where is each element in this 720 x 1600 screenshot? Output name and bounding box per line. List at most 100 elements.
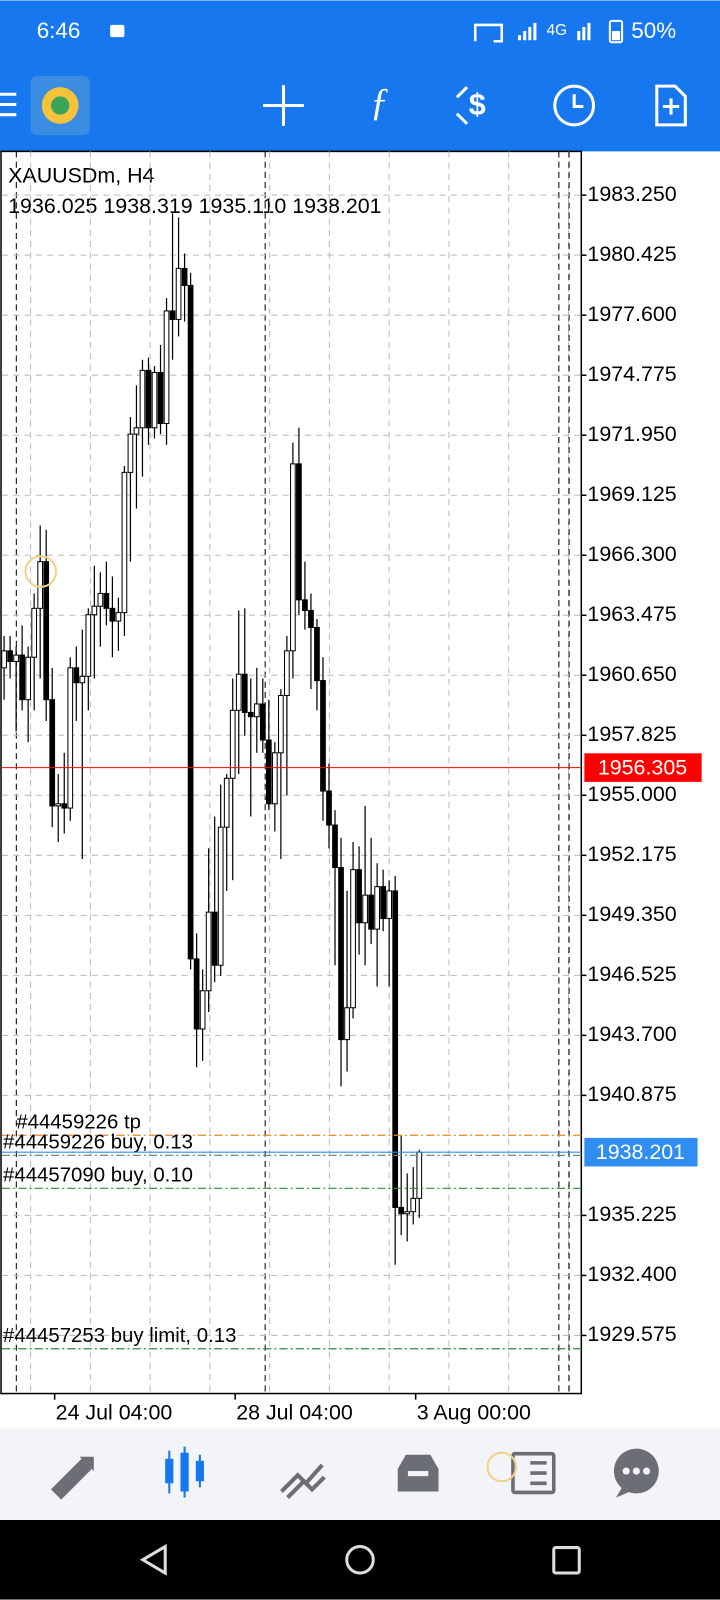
candle-body: [181, 267, 188, 286]
candle-body: [362, 894, 368, 924]
y-tick-label: 1957.825: [587, 722, 676, 746]
candle-body: [127, 433, 134, 473]
template-button[interactable]: [655, 84, 687, 127]
order-label: #44459226 tp: [16, 1111, 141, 1133]
candle-body: [121, 471, 128, 614]
battery-icon: [608, 19, 624, 44]
bid-label: 1956.305: [598, 755, 687, 779]
tab-news[interactable]: [511, 1451, 556, 1495]
tab-chart[interactable]: [165, 1446, 204, 1498]
candle-body: [410, 1197, 417, 1213]
y-tick-label: 1969.125: [587, 482, 676, 506]
plot-frame: [0, 150, 583, 1395]
candle-body: [19, 654, 25, 701]
y-tick-label: 1983.250: [587, 182, 676, 206]
last-price-box: [584, 1137, 698, 1167]
tab-chat[interactable]: [613, 1448, 659, 1498]
candle-body: [344, 1007, 350, 1041]
x-tick-label: 28 Jul 04:00: [236, 1401, 353, 1425]
y-tick-label: 1932.400: [587, 1262, 676, 1286]
candle-body: [253, 703, 260, 718]
cast-icon: [473, 23, 504, 43]
candle-body: [1, 650, 7, 669]
app-bar: [0, 0, 720, 152]
candle-body: [271, 752, 278, 805]
candle-body: [133, 427, 140, 435]
candle-body: [109, 607, 116, 622]
candle-body: [259, 703, 266, 741]
logo-mark-inner: [50, 96, 70, 115]
candle-body: [314, 626, 320, 682]
candle-body: [145, 369, 152, 429]
candle-body: [223, 777, 230, 828]
candle-body: [398, 1206, 405, 1215]
y-tick-label: 1955.000: [587, 782, 676, 806]
order-label: #44457090 buy, 0.10: [3, 1164, 193, 1186]
touch-indicator: [24, 555, 58, 588]
y-tick-label: 1929.575: [587, 1322, 676, 1346]
y-tick-label: 1952.175: [587, 842, 676, 866]
nav-back[interactable]: [139, 1543, 167, 1576]
candle-body: [85, 614, 92, 677]
y-tick-label: 1946.525: [587, 962, 676, 986]
candle-body: [338, 867, 344, 1041]
candle-body: [61, 803, 68, 809]
y-tick-label: 1940.875: [587, 1082, 676, 1106]
candle-body: [332, 824, 338, 869]
crosshair-button[interactable]: [263, 85, 304, 126]
candle-body: [229, 709, 236, 779]
candle-body: [380, 886, 387, 920]
last-price-label: 1938.201: [596, 1140, 685, 1164]
candle-body: [169, 310, 176, 320]
candle-body: [199, 990, 206, 1030]
candle-body: [73, 667, 80, 684]
candle-body: [302, 599, 308, 611]
candle-body: [217, 826, 224, 966]
candle-body: [79, 675, 86, 684]
signal-icon-2: [577, 22, 591, 41]
indicators-button[interactable]: ƒ: [370, 80, 389, 123]
tab-history-slot: [407, 1471, 429, 1477]
signal-icon: [518, 22, 537, 41]
trade-button[interactable]: $: [455, 86, 486, 125]
candle-body: [290, 463, 296, 652]
y-tick-label: 1966.300: [587, 542, 676, 566]
chart: XAUUSDm, H4 1936.025 1938.319 1935.110 1…: [0, 150, 702, 1425]
candle-body: [205, 911, 212, 992]
candle-body: [163, 310, 170, 425]
nav-recent[interactable]: [552, 1546, 581, 1575]
candle-body: [320, 680, 326, 792]
period-button[interactable]: [553, 84, 596, 127]
y-tick-label: 1963.475: [587, 602, 676, 626]
bid-label-box: [584, 753, 702, 782]
menu-button[interactable]: [0, 92, 17, 117]
candle-body: [235, 673, 242, 711]
candle-body: [25, 656, 32, 701]
candle-body: [308, 609, 314, 628]
candle-body: [49, 699, 56, 807]
candle-body: [350, 869, 356, 1009]
candle-body: [139, 369, 146, 429]
candle-body: [386, 890, 393, 920]
candle-body: [374, 886, 380, 930]
y-tick-label: 1977.600: [587, 302, 676, 326]
touch-indicator: [486, 1451, 518, 1483]
candle-body: [404, 1211, 411, 1215]
status-time: 6:46: [37, 18, 81, 43]
tab-trade[interactable]: [280, 1463, 326, 1500]
y-tick-label: 1971.950: [587, 422, 676, 446]
candle-body: [91, 605, 98, 616]
candle-body: [247, 711, 254, 718]
tab-quotes[interactable]: [50, 1456, 94, 1500]
y-tick-label: 1974.775: [587, 362, 676, 386]
candle-body: [67, 667, 74, 809]
candle-body: [157, 372, 164, 425]
candle-body: [193, 958, 200, 1030]
candle-body: [356, 869, 362, 924]
y-tick-label: 1935.225: [587, 1202, 676, 1226]
candle-body: [278, 694, 284, 754]
candle-body: [265, 739, 272, 805]
candle-body: [392, 890, 399, 1208]
candle-body: [284, 650, 290, 696]
nav-home[interactable]: [345, 1544, 375, 1575]
